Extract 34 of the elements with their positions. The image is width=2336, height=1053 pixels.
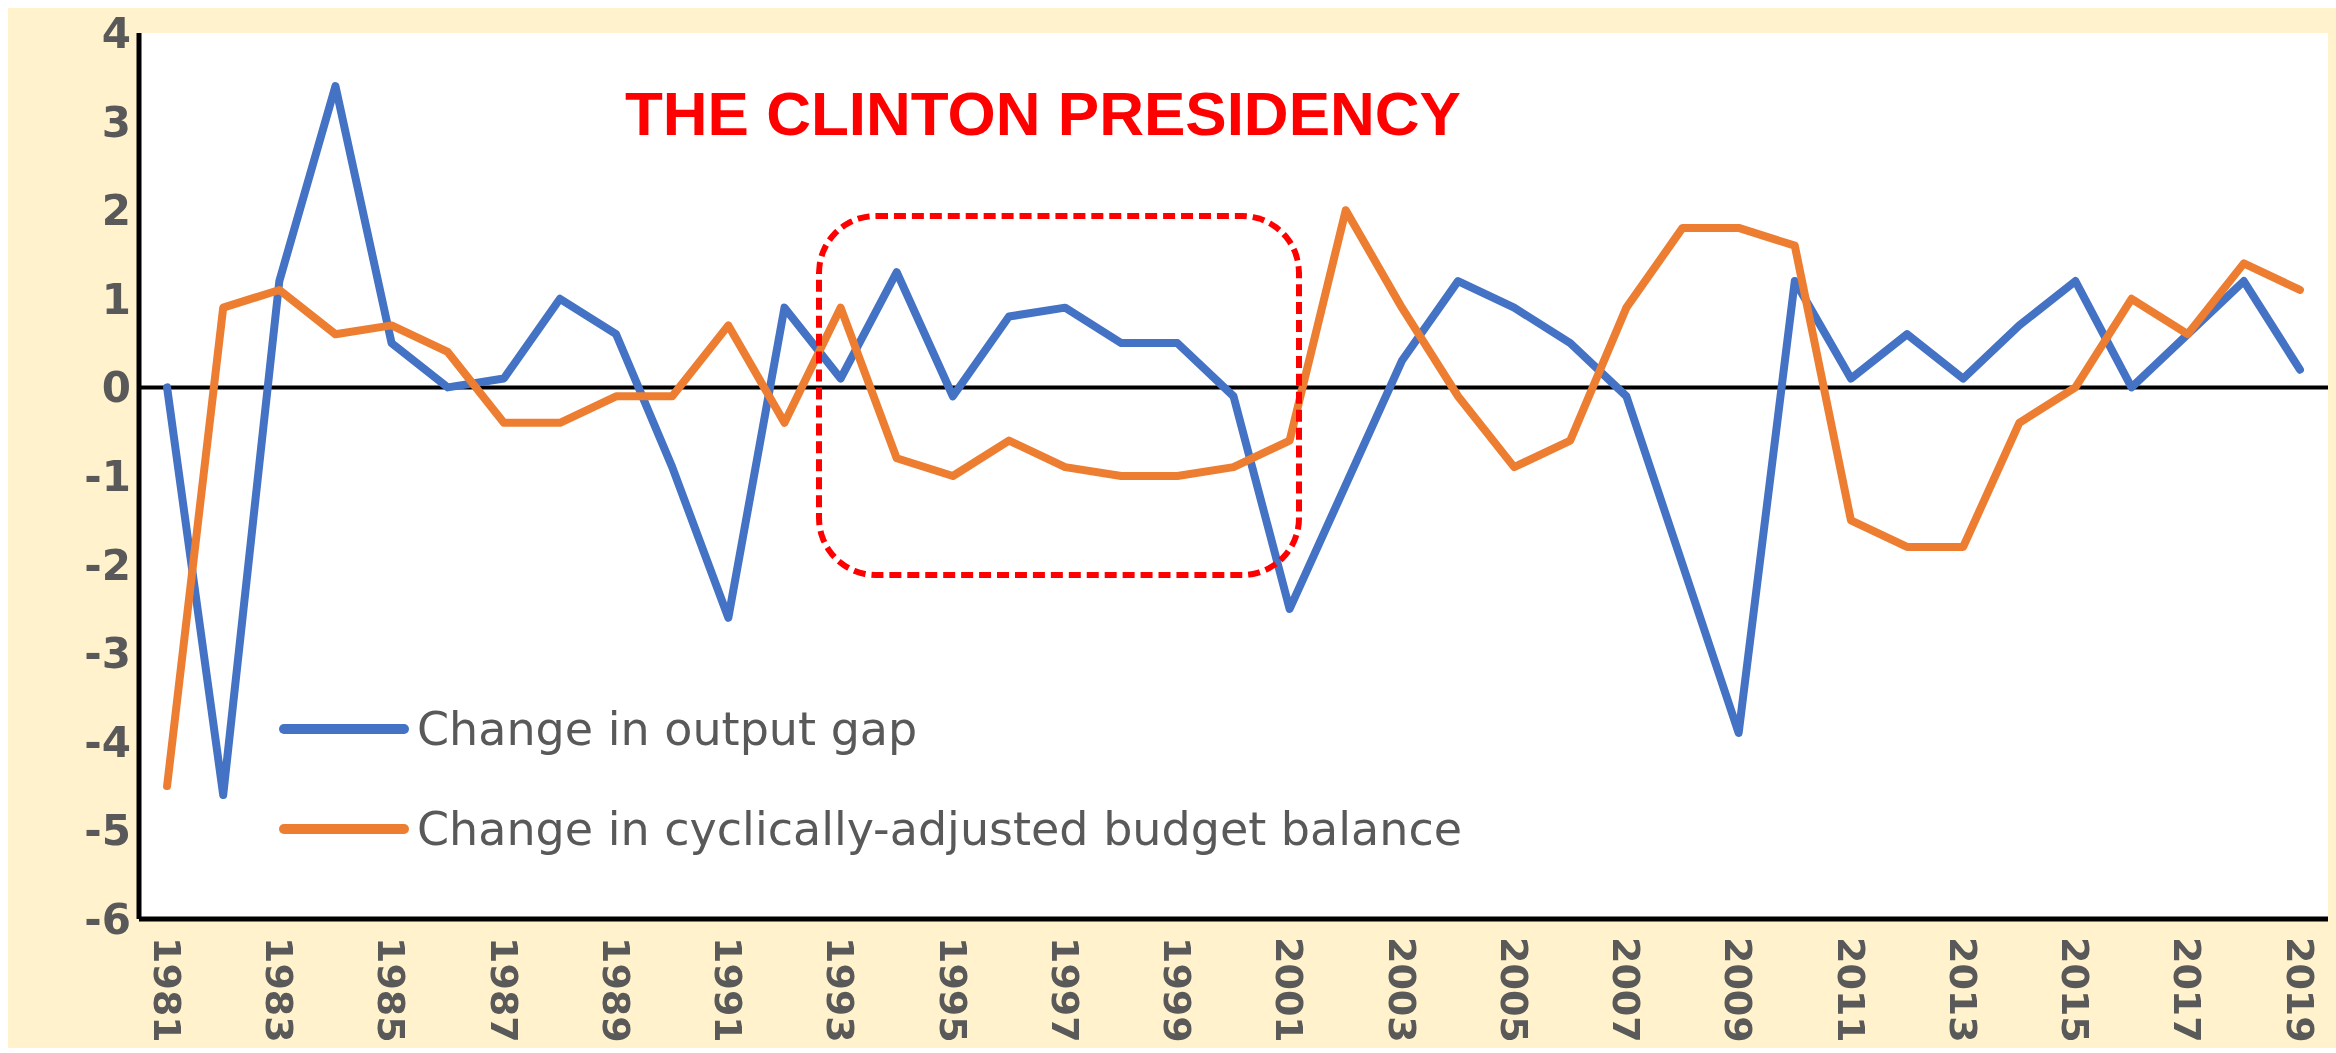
x-tick-label: 2019 — [2277, 937, 2322, 1043]
x-tick-label: 2005 — [1491, 937, 1536, 1043]
x-tick-label: 1989 — [593, 937, 638, 1043]
x-tick-label: 1983 — [257, 937, 302, 1043]
x-tick-label: 2001 — [1267, 937, 1312, 1043]
x-tick-label: 1997 — [1042, 937, 1087, 1043]
x-tick-label: 2003 — [1379, 937, 1424, 1043]
x-tick-label: 1995 — [930, 937, 975, 1043]
x-tick-label: 1987 — [481, 937, 526, 1043]
y-tick-label: 4 — [101, 8, 131, 58]
x-tick-label: 2013 — [1940, 937, 1985, 1043]
y-tick-label: -6 — [84, 894, 131, 944]
y-tick-label: 1 — [101, 274, 131, 324]
x-tick-label: 1993 — [818, 937, 863, 1043]
y-tick-label: 0 — [101, 363, 131, 413]
legend-label: Change in cyclically-adjusted budget balance — [417, 802, 1462, 856]
x-tick-label: 2011 — [1828, 937, 1873, 1043]
legend-label: Change in output gap — [417, 702, 918, 756]
x-tick-label: 1981 — [144, 937, 189, 1043]
x-tick-label: 2015 — [2053, 937, 2098, 1043]
y-tick-label: -3 — [84, 629, 131, 679]
y-tick-label: -1 — [84, 451, 131, 501]
y-tick-label: -5 — [84, 806, 131, 856]
annotation: THE CLINTON PRESIDENCY — [624, 78, 1461, 149]
x-tick-label: 1999 — [1155, 937, 1200, 1043]
x-tick-label: 1991 — [706, 937, 751, 1043]
y-tick-label: 3 — [101, 97, 131, 147]
y-tick-label: 2 — [101, 186, 131, 236]
y-tick-label: -4 — [84, 717, 131, 767]
x-tick-label: 1985 — [369, 937, 414, 1043]
x-tick-label: 2017 — [2165, 937, 2210, 1043]
x-tick-label: 2007 — [1604, 937, 1649, 1043]
x-tick-label: 2009 — [1716, 937, 1761, 1043]
y-tick-label: -2 — [84, 540, 131, 590]
